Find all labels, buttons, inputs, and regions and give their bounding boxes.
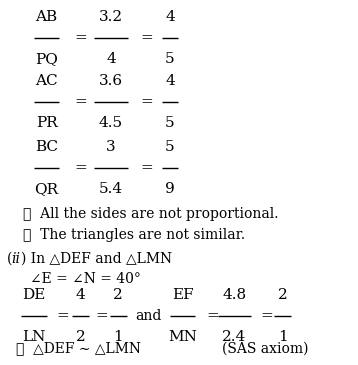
Text: ∴  All the sides are not proportional.: ∴ All the sides are not proportional. <box>23 207 279 220</box>
Text: and: and <box>135 309 162 323</box>
Text: AB: AB <box>35 11 58 24</box>
Text: =: = <box>140 95 153 109</box>
Text: DE: DE <box>22 288 46 302</box>
Text: =: = <box>96 309 108 323</box>
Text: 4: 4 <box>165 11 175 24</box>
Text: =: = <box>260 309 273 323</box>
Text: 4.5: 4.5 <box>99 116 123 130</box>
Text: 3.2: 3.2 <box>99 11 123 24</box>
Text: ∴  △DEF ∼ △LMN: ∴ △DEF ∼ △LMN <box>16 342 141 356</box>
Text: ∴  The triangles are not similar.: ∴ The triangles are not similar. <box>23 228 245 242</box>
Text: 5: 5 <box>165 140 175 154</box>
Text: 1: 1 <box>113 330 123 343</box>
Text: 4: 4 <box>165 74 175 88</box>
Text: 2: 2 <box>76 330 86 343</box>
Text: =: = <box>74 161 87 175</box>
Text: 1: 1 <box>278 330 288 343</box>
Text: 3.6: 3.6 <box>99 74 123 88</box>
Text: ∠E = ∠N = 40°: ∠E = ∠N = 40° <box>30 272 141 286</box>
Text: 2: 2 <box>113 288 123 302</box>
Text: ii: ii <box>11 252 20 266</box>
Text: 4: 4 <box>76 288 86 302</box>
Text: 4: 4 <box>106 52 116 66</box>
Text: ) In △DEF and △LMN: ) In △DEF and △LMN <box>21 252 172 266</box>
Text: (SAS axiom): (SAS axiom) <box>222 342 309 356</box>
Text: 5.4: 5.4 <box>99 182 123 196</box>
Text: AC: AC <box>35 74 58 88</box>
Text: 9: 9 <box>165 182 175 196</box>
Text: 3: 3 <box>106 140 116 154</box>
Text: PR: PR <box>36 116 57 130</box>
Text: 2.4: 2.4 <box>222 330 247 343</box>
Text: (: ( <box>7 252 13 266</box>
Text: MN: MN <box>168 330 197 343</box>
Text: 5: 5 <box>165 52 175 66</box>
Text: QR: QR <box>34 182 59 196</box>
Text: PQ: PQ <box>35 52 58 66</box>
Text: =: = <box>74 95 87 109</box>
Text: =: = <box>56 309 69 323</box>
Text: =: = <box>140 31 153 45</box>
Text: BC: BC <box>35 140 58 154</box>
Text: =: = <box>74 31 87 45</box>
Text: 4.8: 4.8 <box>222 288 247 302</box>
Text: 5: 5 <box>165 116 175 130</box>
Text: 2: 2 <box>278 288 288 302</box>
Text: =: = <box>140 161 153 175</box>
Text: EF: EF <box>172 288 193 302</box>
Text: LN: LN <box>22 330 46 343</box>
Text: =: = <box>207 309 219 323</box>
